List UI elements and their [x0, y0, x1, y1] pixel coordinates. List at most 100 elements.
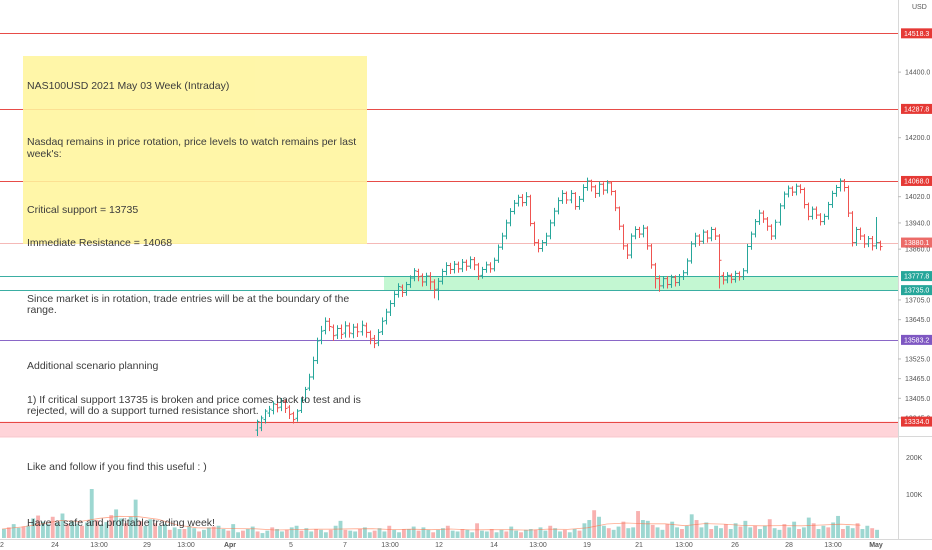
- volume-bar: [772, 528, 777, 538]
- volume-bar: [265, 530, 270, 538]
- volume-bar: [665, 524, 670, 538]
- volume-bar: [587, 520, 592, 538]
- volume-bar: [236, 532, 241, 538]
- volume-bar: [45, 524, 50, 538]
- volume-bar: [460, 529, 465, 538]
- volume-bar: [89, 489, 94, 538]
- volume-bar: [470, 532, 475, 538]
- volume-bar: [436, 529, 440, 538]
- volume-bar: [601, 525, 606, 538]
- volume-bar: [606, 528, 611, 538]
- volume-bar: [231, 524, 236, 538]
- volume-bar: [226, 530, 231, 538]
- volume-bar: [328, 529, 333, 538]
- volume-bar: [75, 524, 80, 538]
- volume-bar: [211, 526, 216, 538]
- volume-bar: [680, 529, 684, 538]
- volume-bar: [65, 524, 70, 538]
- volume-bar: [275, 529, 280, 538]
- volume-bar: [811, 523, 816, 538]
- x-tick-label: 7: [343, 542, 347, 549]
- x-tick-label: 13:00: [90, 542, 108, 549]
- volume-bar: [816, 529, 821, 538]
- volume-bar: [582, 523, 587, 538]
- volume-bar: [865, 525, 870, 538]
- volume-bar: [416, 530, 421, 538]
- volume-bar: [441, 528, 445, 538]
- volume-bar: [738, 526, 743, 538]
- volume-bar: [119, 518, 123, 538]
- volume-bar: [792, 521, 797, 538]
- y-tick-label: 13465.0: [905, 376, 930, 383]
- volume-bar: [182, 529, 187, 538]
- note-line: Nasdaq remains in price rotation, price …: [27, 136, 360, 160]
- level-label: 13583.2: [904, 337, 929, 344]
- volume-bar: [494, 532, 499, 538]
- volume-bar: [299, 530, 304, 538]
- volume-bar: [860, 529, 865, 538]
- volume-bar: [348, 530, 353, 538]
- volume-bar: [284, 529, 289, 538]
- volume-bar: [636, 511, 640, 538]
- volume-bar: [26, 525, 31, 538]
- volume-bar: [187, 525, 192, 538]
- x-tick-label: 26: [731, 542, 739, 549]
- level-label: 13777.8: [904, 274, 929, 281]
- volume-bar: [616, 526, 621, 538]
- note-line: Since market is in rotation, trade entri…: [27, 293, 353, 317]
- volume-bar: [445, 525, 450, 538]
- volume-bar: [2, 529, 6, 538]
- volume-bar: [192, 528, 197, 538]
- volume-bar: [280, 531, 284, 538]
- volume-bar: [797, 529, 801, 538]
- level-label: 14287.8: [904, 106, 929, 113]
- volume-bar: [84, 522, 89, 538]
- volume-bar: [319, 529, 323, 538]
- volume-bar: [801, 527, 806, 538]
- volume-tick-label: 100K: [906, 492, 923, 499]
- volume-bar: [177, 529, 182, 538]
- y-tick-label: 13525.0: [905, 356, 930, 363]
- volume-bar: [143, 525, 148, 538]
- volume-bar: [221, 529, 226, 538]
- volume-bar: [406, 529, 411, 538]
- volume-bar: [787, 527, 792, 538]
- x-tick-label: May: [869, 542, 883, 549]
- volume-bar: [592, 510, 597, 538]
- volume-bar: [484, 531, 489, 538]
- volume-bar: [128, 516, 133, 538]
- volume-bar: [153, 523, 158, 538]
- x-tick-label: 12: [435, 542, 443, 549]
- volume-bar: [162, 524, 167, 538]
- x-tick-label: 21: [635, 542, 643, 549]
- volume-bar: [528, 529, 533, 538]
- level-label: 13735.0: [904, 288, 929, 295]
- level-label-box: [901, 103, 932, 114]
- note-line: Like and follow if you find this useful …: [27, 461, 207, 474]
- volume-bar: [260, 533, 265, 538]
- volume-bar: [80, 525, 84, 538]
- volume-bar: [704, 522, 709, 538]
- volume-bar: [426, 529, 431, 538]
- x-tick-label: 2: [0, 542, 4, 549]
- volume-bar: [60, 513, 65, 538]
- volume-bar: [562, 529, 567, 538]
- x-tick-label: 28: [785, 542, 793, 549]
- volume-bar: [314, 529, 319, 538]
- y-tick-label: 13940.0: [905, 220, 930, 227]
- volume-bar: [567, 532, 572, 538]
- volume-bar: [197, 531, 201, 538]
- volume-bar: [372, 530, 377, 538]
- volume-bar: [597, 516, 601, 538]
- volume-bar: [533, 529, 538, 538]
- volume-bar: [684, 525, 689, 538]
- x-tick-label: Apr: [224, 542, 236, 549]
- volume-bar: [353, 531, 358, 538]
- y-tick-label: 13645.0: [905, 317, 930, 324]
- volume-bar: [421, 527, 426, 538]
- volume-bar: [70, 520, 75, 538]
- volume-bar: [475, 523, 480, 538]
- volume-bar: [777, 529, 782, 538]
- y-tick-label: 13705.0: [905, 297, 930, 304]
